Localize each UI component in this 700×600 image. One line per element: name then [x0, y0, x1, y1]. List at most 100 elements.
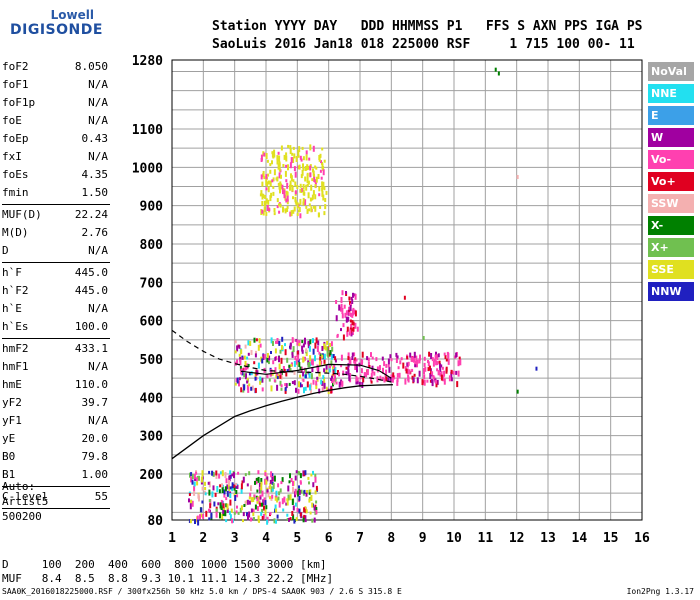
trace-point [349, 319, 352, 323]
trace-point [274, 348, 277, 354]
trace-point [288, 382, 291, 386]
param-row: yF1 N/A [2, 412, 110, 430]
auto-line2: Artist5 [2, 495, 49, 508]
trace-point [286, 369, 289, 373]
trace-point [292, 514, 295, 521]
trace-point [294, 475, 297, 481]
trace-point [328, 368, 331, 373]
trace-point [265, 187, 268, 191]
trace-point [431, 357, 434, 362]
trace-point [204, 487, 207, 490]
trace-point [258, 519, 260, 523]
trace-point [334, 367, 337, 373]
param-value: N/A [88, 78, 108, 91]
trace-point [355, 363, 358, 370]
trace-point [435, 360, 438, 366]
trace-point [424, 366, 427, 372]
trace-point [246, 356, 249, 360]
param-row: B1 1.00 [2, 466, 110, 484]
trace-point [284, 383, 287, 387]
trace-point [448, 375, 451, 382]
trace-point [321, 346, 324, 351]
trace-point [268, 208, 271, 212]
trace-point [219, 484, 222, 488]
legend-item-xminus: X- [648, 216, 694, 235]
trace-point [261, 516, 264, 520]
trace-point [233, 511, 236, 515]
trace-point [443, 370, 446, 377]
trace-point [234, 495, 237, 501]
trace-point [305, 150, 308, 155]
param-row: B0 79.8 [2, 448, 110, 466]
trace-point [234, 340, 237, 344]
trace-point [236, 377, 239, 384]
trace-point [212, 471, 215, 477]
trace-point [326, 340, 329, 345]
trace-point [351, 328, 353, 334]
y-tick-label: 900 [140, 200, 164, 215]
trace-point [273, 208, 276, 212]
param-row: h`E N/A [2, 300, 110, 318]
trace-point [315, 166, 318, 170]
trace-point [338, 381, 341, 388]
trace-point [289, 148, 292, 155]
trace-point [291, 337, 294, 344]
trace-point [296, 339, 299, 346]
trace-point [302, 378, 305, 382]
param-row: foEp 0.43 [2, 130, 110, 148]
trace-point [306, 208, 309, 214]
trace-point [388, 366, 391, 373]
trace-point [252, 512, 255, 517]
trace-point [348, 306, 351, 312]
param-row: hmF1 N/A [2, 358, 110, 376]
trace-point [289, 180, 292, 187]
param-name: hmF2 [2, 342, 29, 355]
trace-point [298, 485, 300, 489]
trace-point [427, 367, 430, 372]
trace-point [267, 173, 270, 177]
trace-point [229, 499, 232, 506]
trace-point [316, 376, 319, 380]
trace-point [287, 494, 290, 501]
trace-point [201, 486, 204, 491]
trace-point [277, 163, 280, 170]
trace-point [244, 500, 247, 506]
param-row: MUF(D) 22.24 [2, 206, 110, 224]
trace-point [221, 513, 224, 520]
trace-point [318, 371, 321, 377]
trace-point [302, 156, 305, 161]
trace-point [244, 344, 247, 349]
trace-point [323, 377, 326, 383]
trace-point [291, 354, 294, 358]
trace-point [210, 512, 213, 519]
trace-point [307, 476, 310, 480]
trace-point [307, 342, 310, 349]
trace-point [350, 312, 352, 317]
y-tick-label: 200 [140, 468, 164, 483]
trace-point [411, 375, 414, 380]
trace-point [224, 510, 227, 517]
trace-point [308, 157, 311, 161]
trace-point [194, 477, 197, 481]
trace-point [315, 176, 318, 183]
trace-point [200, 513, 203, 518]
trace-point [332, 366, 334, 370]
trace-point [334, 378, 337, 383]
trace-point [248, 496, 251, 500]
trace-point [282, 188, 284, 195]
trace-point [376, 376, 379, 383]
trace-point [207, 481, 210, 485]
y-tick-label: 300 [140, 430, 164, 445]
trace-point [286, 357, 289, 363]
legend-item-nnw: NNW [648, 282, 694, 301]
trace-point [208, 517, 211, 521]
x-tick-label: 4 [262, 531, 270, 546]
trace-point [304, 199, 307, 206]
trace-point [256, 489, 259, 493]
trace-point [242, 519, 244, 523]
trace-point [296, 185, 299, 189]
trace-point [290, 210, 293, 217]
trace-point [269, 180, 272, 187]
trace-point [340, 354, 343, 361]
trace-point [231, 482, 234, 489]
